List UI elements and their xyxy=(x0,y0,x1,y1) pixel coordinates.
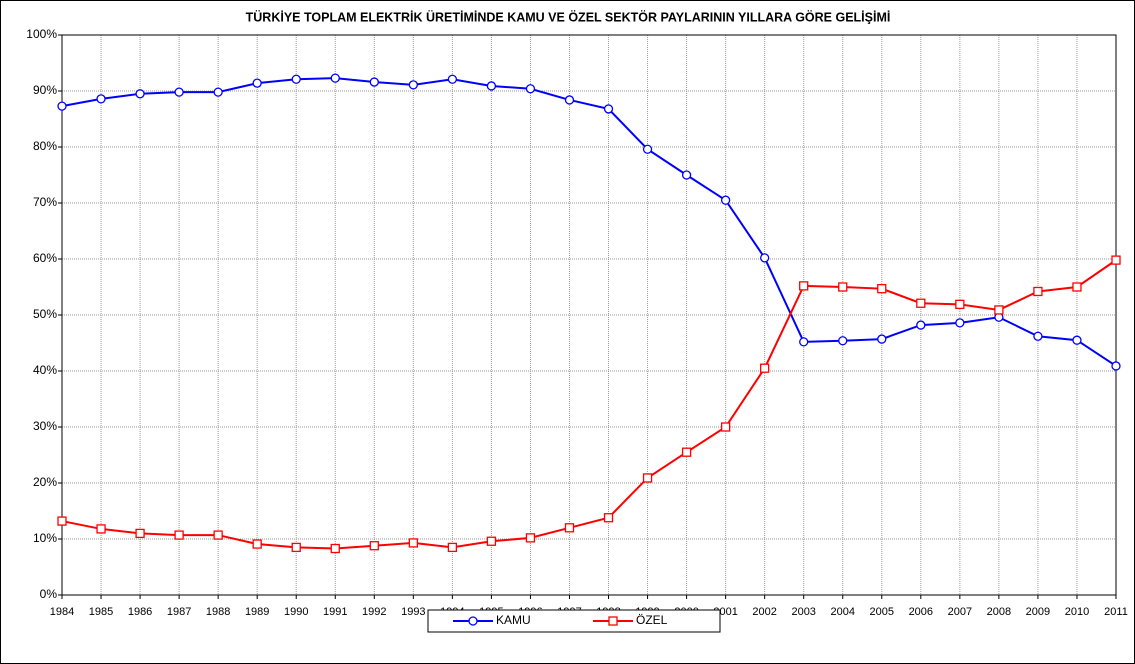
plot-area xyxy=(61,34,1117,596)
x-tick-label: 1993 xyxy=(401,606,425,618)
x-tick-label: 2005 xyxy=(870,606,894,618)
marker xyxy=(135,89,145,99)
y-tick-label: 100% xyxy=(26,27,57,41)
series-line xyxy=(61,77,1117,367)
marker xyxy=(486,81,497,91)
marker xyxy=(291,542,301,553)
marker xyxy=(468,616,478,626)
x-tick-label: 1992 xyxy=(362,606,386,618)
x-tick-label: 2003 xyxy=(791,606,815,618)
x-tick-label: 1989 xyxy=(245,606,269,618)
marker xyxy=(838,282,848,292)
x-tick-label: 2004 xyxy=(830,606,854,618)
marker xyxy=(1072,282,1082,292)
marker xyxy=(916,298,926,308)
marker xyxy=(760,363,770,373)
marker xyxy=(799,281,809,291)
y-tick-label: 30% xyxy=(33,419,57,433)
marker xyxy=(1111,255,1121,265)
marker xyxy=(1033,331,1043,341)
marker xyxy=(955,318,965,328)
marker xyxy=(135,528,145,539)
marker xyxy=(681,447,692,457)
x-tick-label: 1984 xyxy=(50,606,74,618)
marker xyxy=(838,336,848,346)
y-tick-label: 50% xyxy=(33,307,57,321)
marker xyxy=(447,74,458,84)
x-tick-label: 1988 xyxy=(206,606,230,618)
marker xyxy=(916,320,926,330)
marker xyxy=(994,305,1004,315)
marker xyxy=(1111,361,1121,371)
marker xyxy=(564,523,575,533)
marker xyxy=(369,541,379,551)
x-tick-label: 1991 xyxy=(323,606,347,618)
marker xyxy=(799,337,809,347)
x-tick-label: 2011 xyxy=(1104,606,1128,618)
marker xyxy=(525,84,536,94)
marker xyxy=(57,516,67,526)
x-tick-label: 2010 xyxy=(1065,606,1089,618)
marker xyxy=(447,542,458,553)
marker xyxy=(564,95,575,105)
x-tick-label: 1986 xyxy=(128,606,152,618)
legend-label: KAMU xyxy=(496,613,531,627)
legend-label: ÖZEL xyxy=(636,613,668,627)
marker xyxy=(955,299,965,310)
marker xyxy=(1033,286,1043,297)
marker xyxy=(174,87,184,97)
marker xyxy=(408,80,418,90)
x-tick-label: 2006 xyxy=(909,606,933,618)
marker xyxy=(608,616,618,626)
marker xyxy=(252,539,262,549)
marker xyxy=(1072,335,1082,345)
x-tick-label: 1985 xyxy=(89,606,113,618)
marker xyxy=(408,538,418,548)
y-tick-label: 70% xyxy=(33,195,57,209)
x-tick-label: 1990 xyxy=(284,606,308,618)
y-tick-label: 60% xyxy=(33,251,57,265)
series-line xyxy=(61,259,1117,550)
x-tick-label: 2008 xyxy=(987,606,1011,618)
y-tick-label: 20% xyxy=(33,475,57,489)
marker xyxy=(96,524,106,534)
marker xyxy=(252,78,262,88)
y-tick-label: 90% xyxy=(33,83,57,97)
marker xyxy=(57,101,67,111)
chart-title: TÜRKİYE TOPLAM ELEKTRİK ÜRETİMİNDE KAMU … xyxy=(246,9,891,24)
marker xyxy=(213,530,223,540)
y-tick-label: 0% xyxy=(40,587,58,601)
x-tick-label: 2002 xyxy=(752,606,776,618)
marker xyxy=(330,543,340,554)
marker xyxy=(877,334,887,344)
marker xyxy=(760,253,770,263)
x-tick-label: 2007 xyxy=(948,606,972,618)
marker xyxy=(720,422,731,432)
marker xyxy=(96,94,106,104)
marker xyxy=(213,87,223,97)
marker xyxy=(877,284,887,294)
x-tick-label: 2009 xyxy=(1026,606,1050,618)
marker xyxy=(486,536,497,546)
marker xyxy=(603,513,614,523)
marker xyxy=(642,144,653,154)
marker xyxy=(330,73,340,83)
y-tick-label: 10% xyxy=(33,531,57,545)
marker xyxy=(525,533,536,543)
marker xyxy=(369,77,379,87)
y-tick-label: 40% xyxy=(33,363,57,377)
marker xyxy=(603,104,614,114)
marker xyxy=(291,74,301,84)
marker xyxy=(642,473,653,483)
marker xyxy=(720,195,731,205)
marker xyxy=(174,530,184,540)
marker xyxy=(681,170,692,180)
y-tick-label: 80% xyxy=(33,139,57,153)
legend-box xyxy=(427,609,721,633)
x-tick-label: 1987 xyxy=(167,606,191,618)
